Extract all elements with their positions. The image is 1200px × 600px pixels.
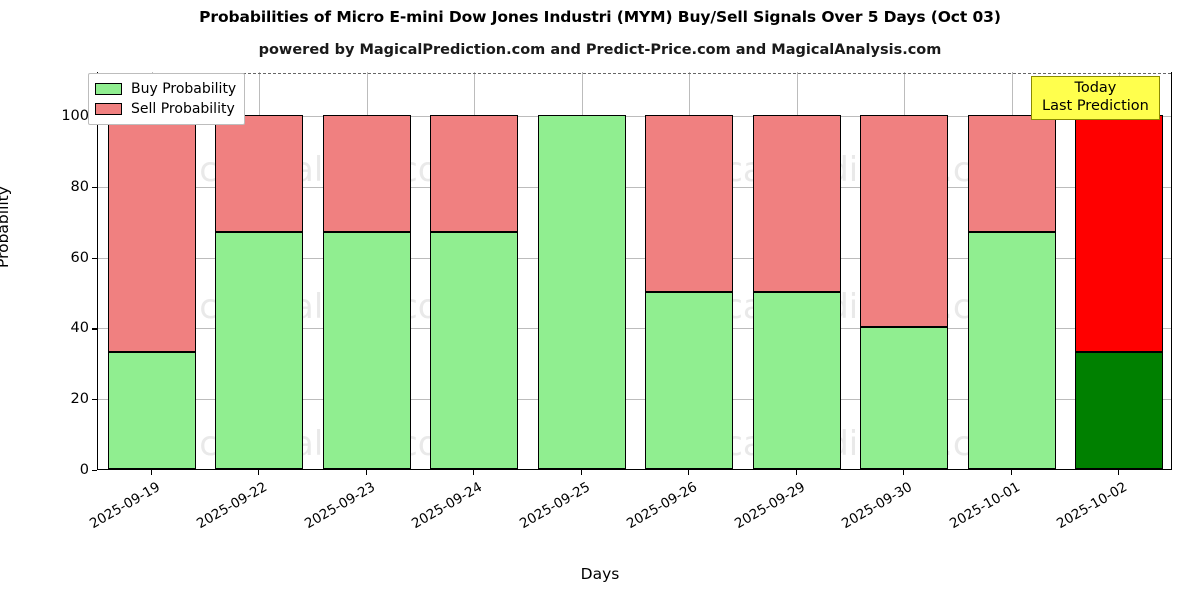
y-tick-label: 100	[61, 107, 89, 124]
bar-segment-sell[interactable]	[967, 114, 1056, 232]
bar-segment-buy[interactable]	[430, 231, 519, 469]
x-tick-label: 2025-09-25	[516, 479, 593, 533]
x-tick-mark	[795, 470, 797, 475]
legend-label-buy: Buy Probability	[131, 81, 237, 97]
x-tick-label: 2025-10-02	[1054, 479, 1131, 533]
x-tick-label: 2025-09-29	[731, 479, 808, 533]
y-tick-label: 0	[79, 462, 89, 478]
y-tick-label: 40	[70, 320, 89, 337]
legend-item-buy[interactable]: Buy Probability	[95, 79, 236, 99]
y-tick-mark	[92, 470, 97, 472]
bar-segment-sell[interactable]	[322, 114, 411, 232]
x-tick-mark	[1118, 470, 1120, 475]
bar-segment-sell[interactable]	[860, 114, 949, 328]
plot-area: MagicalAnalysis.comMagicalPrediction.com…	[97, 72, 1172, 470]
bar-segment-buy[interactable]	[537, 114, 626, 469]
bar-segment-sell[interactable]	[430, 114, 519, 232]
gridline-horizontal	[98, 399, 1171, 401]
gridline-horizontal	[98, 257, 1171, 259]
bar-group[interactable]	[860, 72, 949, 469]
bar-group[interactable]	[752, 72, 841, 469]
x-tick-mark	[580, 470, 582, 475]
chart-title: Probabilities of Micro E-mini Dow Jones …	[199, 8, 1001, 26]
gridline-horizontal	[98, 328, 1171, 330]
x-tick-label: 2025-09-30	[839, 479, 916, 533]
x-tick-mark	[1010, 470, 1012, 475]
gridline-horizontal	[98, 115, 1171, 117]
annotation-line-2: Last Prediction	[1042, 97, 1149, 114]
x-tick-mark	[903, 470, 905, 475]
x-tick-mark	[150, 470, 152, 475]
y-tick-label: 80	[70, 178, 89, 195]
x-tick-label: 2025-09-23	[301, 479, 378, 533]
bar-segment-sell[interactable]	[645, 114, 734, 292]
bar-segment-sell[interactable]	[1075, 114, 1164, 353]
bar-segment-buy[interactable]	[107, 352, 196, 469]
y-tick-mark	[92, 186, 97, 188]
bar-group[interactable]	[1075, 72, 1164, 469]
y-tick-label: 60	[70, 249, 89, 266]
x-tick-mark	[365, 470, 367, 475]
annotation-line-1: Today	[1074, 80, 1117, 96]
bar-segment-buy[interactable]	[322, 231, 411, 469]
chart-legend: Buy Probability Sell Probability	[88, 73, 246, 125]
y-axis-label: Probability	[0, 186, 12, 268]
bar-group[interactable]	[967, 72, 1056, 469]
bar-segment-buy[interactable]	[215, 231, 304, 469]
bar-group[interactable]	[107, 72, 196, 469]
legend-swatch-sell	[95, 103, 122, 115]
bar-group[interactable]	[645, 72, 734, 469]
bar-segment-sell[interactable]	[752, 114, 841, 292]
bar-segment-buy[interactable]	[967, 231, 1056, 469]
bar-segment-buy[interactable]	[752, 291, 841, 469]
y-tick-mark	[92, 257, 97, 259]
x-tick-label: 2025-09-22	[194, 479, 271, 533]
x-tick-label: 2025-09-19	[86, 479, 163, 533]
bar-group[interactable]	[215, 72, 304, 469]
y-tick-mark	[92, 328, 97, 330]
bar-group[interactable]	[430, 72, 519, 469]
legend-label-sell: Sell Probability	[131, 101, 235, 117]
y-tick-mark	[92, 399, 97, 401]
bar-segment-buy[interactable]	[860, 327, 949, 469]
x-tick-mark	[473, 470, 475, 475]
bar-segment-buy[interactable]	[1075, 352, 1164, 469]
bar-segment-buy[interactable]	[645, 291, 734, 469]
x-tick-label: 2025-10-01	[946, 479, 1023, 533]
bar-group[interactable]	[537, 72, 626, 469]
bar-segment-sell[interactable]	[107, 114, 196, 353]
x-axis-label: Days	[580, 565, 620, 583]
chart-subtitle: powered by MagicalPrediction.com and Pre…	[258, 42, 942, 58]
bar-segment-sell[interactable]	[215, 114, 304, 232]
gridline-horizontal	[98, 186, 1171, 188]
y-tick-label: 20	[70, 391, 89, 408]
legend-swatch-buy	[95, 83, 122, 95]
reference-line	[98, 73, 1171, 75]
x-tick-mark	[258, 470, 260, 475]
x-tick-label: 2025-09-26	[624, 479, 701, 533]
bar-group[interactable]	[322, 72, 411, 469]
today-last-prediction-annotation: Today Last Prediction	[1031, 76, 1160, 121]
x-tick-label: 2025-09-24	[409, 479, 486, 533]
x-tick-mark	[688, 470, 690, 475]
legend-item-sell[interactable]: Sell Probability	[95, 99, 236, 119]
